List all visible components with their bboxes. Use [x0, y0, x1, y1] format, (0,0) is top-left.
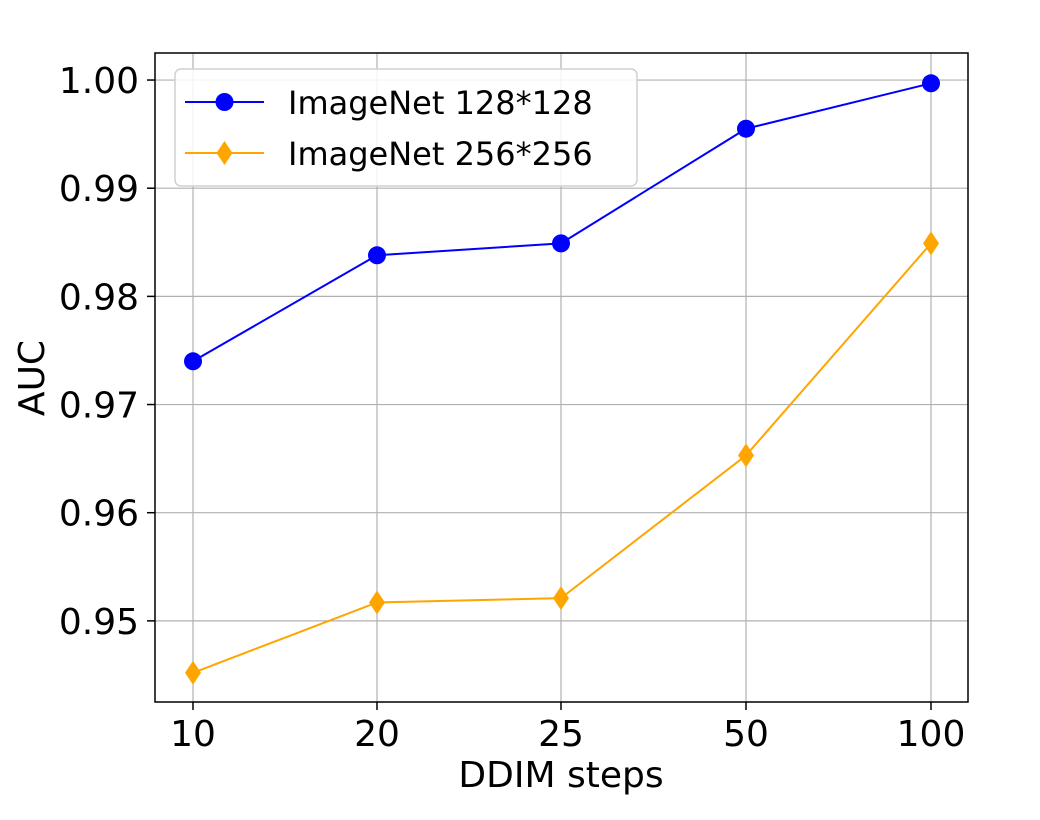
x-axis-label: DDIM steps — [458, 755, 663, 796]
series-imagenet-128 — [184, 74, 940, 371]
data-point-diamond — [738, 443, 754, 468]
data-point-diamond — [369, 590, 385, 615]
data-point-circle — [737, 119, 755, 138]
data-point-diamond — [553, 586, 569, 611]
y-tick-label: 0.96 — [59, 494, 139, 535]
y-tick-label: 1.00 — [59, 61, 139, 102]
data-point-diamond — [185, 660, 201, 685]
series-imagenet-256 — [185, 231, 939, 685]
y-tick-label: 0.99 — [59, 169, 139, 210]
x-tick-label: 10 — [170, 714, 216, 755]
legend-box — [174, 68, 638, 187]
y-tick-label: 0.95 — [59, 602, 139, 643]
data-point-circle — [184, 352, 202, 371]
data-point-circle — [368, 246, 386, 265]
data-point-diamond — [923, 231, 939, 256]
series-layer — [184, 74, 940, 685]
data-point-circle — [922, 74, 940, 93]
legend-marker-diamond — [216, 141, 233, 165]
legend-marker-circle — [215, 93, 234, 111]
x-tick-label: 25 — [538, 714, 584, 755]
x-tick-label: 50 — [723, 714, 769, 755]
y-tick-label: 0.98 — [59, 277, 139, 318]
legend: ImageNet 128*128 ImageNet 256*256 — [174, 68, 638, 187]
axis-ticks: 10 20 25 50 100 0.95 0.96 0.97 0.98 0.99 1.00 — [59, 61, 966, 755]
x-tick-label: 20 — [354, 714, 400, 755]
y-axis-label: AUC — [12, 340, 53, 416]
x-tick-label: 100 — [897, 714, 966, 755]
y-tick-label: 0.97 — [59, 386, 139, 427]
legend-label-imagenet-128: ImageNet 128*128 — [288, 84, 593, 122]
legend-label-imagenet-256: ImageNet 256*256 — [288, 135, 593, 173]
data-point-circle — [552, 234, 570, 253]
